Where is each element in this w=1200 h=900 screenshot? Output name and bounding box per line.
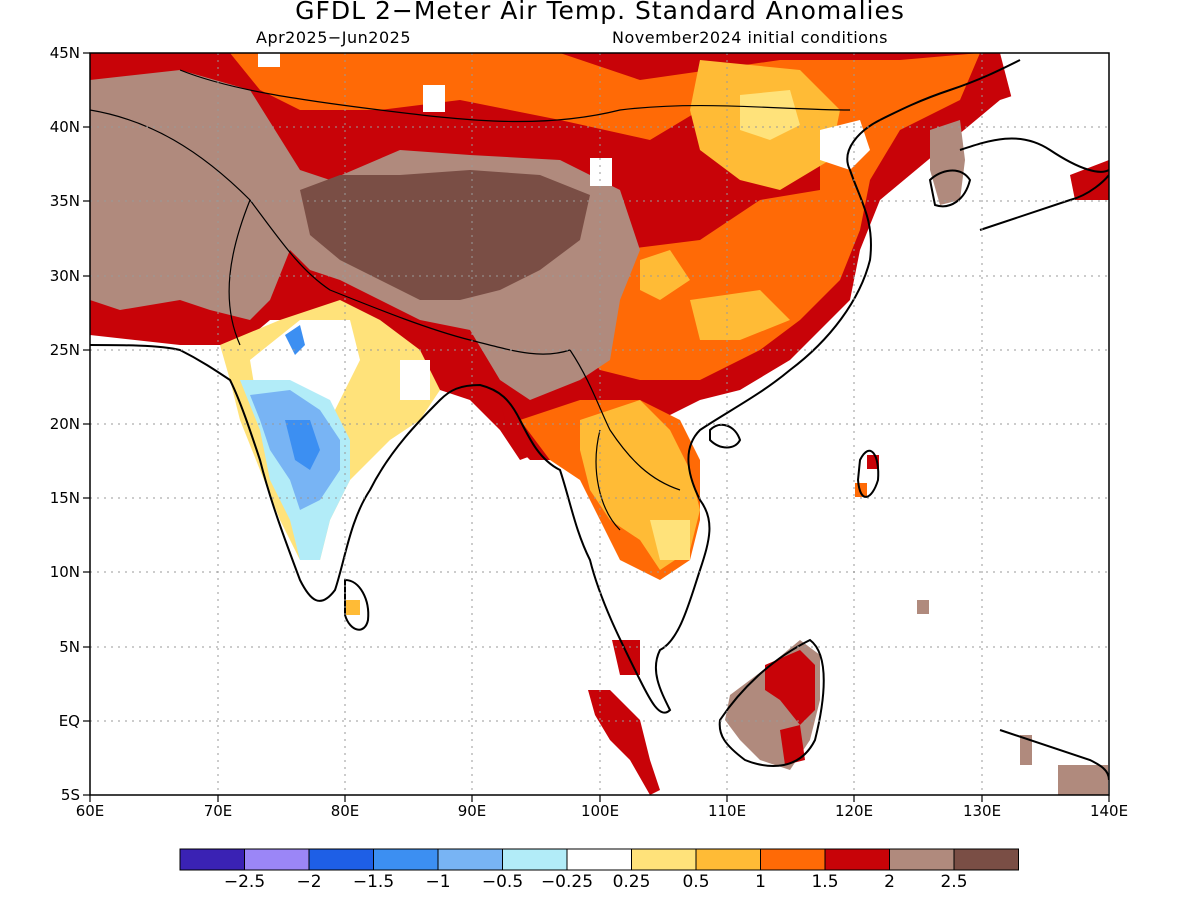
lat-label: 45N [49,44,80,62]
lon-label: 70E [203,802,233,820]
anomaly-fill-layer [90,53,1109,795]
lat-label: 25N [49,341,80,359]
lat-label: EQ [58,712,80,730]
colorbar-swatch [824,848,890,871]
colorbar-label: −1 [425,872,451,892]
colorbar-label: 0.25 [612,872,651,892]
axis-ticks [83,52,1110,802]
colorbar-label: −2 [296,872,322,892]
colorbar-label: 1.5 [811,872,839,892]
lat-label: 35N [49,192,80,210]
coastlines [90,59,1109,781]
colorbar-swatch [373,848,439,871]
lon-label: 120E [834,802,874,820]
colorbar-swatch [631,848,697,871]
colorbar-label: −1.5 [352,872,395,892]
colorbar-label: 2.5 [940,872,968,892]
colorbar-swatch [889,848,955,871]
lon-label: 90E [457,802,487,820]
colorbar-swatch [953,848,1019,871]
lat-label: 5N [59,638,80,656]
initial-conditions: November2024 initial conditions [612,28,888,47]
lon-label: 80E [330,802,360,820]
lon-label: 130E [962,802,1002,820]
colorbar-swatch [308,848,374,871]
colorbar-swatch [760,848,826,871]
colorbar-label: 1 [755,872,766,892]
colorbar-swatch [695,848,761,871]
colorbar-label: −2.5 [223,872,266,892]
graticule [90,53,1109,795]
lat-label: 40N [49,118,80,136]
colorbar-label: −0.25 [540,872,594,892]
lon-label: 60E [75,802,105,820]
lon-label: 110E [707,802,747,820]
colorbar-swatch [502,848,568,871]
colorbar [179,848,1019,871]
lat-label: 10N [49,563,80,581]
colorbar-swatch [437,848,503,871]
lon-label: 100E [580,802,620,820]
lat-label: 20N [49,415,80,433]
colorbar-swatch [566,848,632,871]
map-title: GFDL 2−Meter Air Temp. Standard Anomalie… [295,0,905,25]
lon-label: 140E [1089,802,1129,820]
country-borders [90,69,851,531]
colorbar-label: 0.5 [682,872,710,892]
colorbar-label: −0.5 [481,872,524,892]
colorbar-label: 2 [884,872,895,892]
lat-label: 15N [49,489,80,507]
forecast-period: Apr2025−Jun2025 [256,28,412,47]
lat-label: 5S [60,786,80,804]
colorbar-swatch [244,848,310,871]
colorbar-swatch [179,848,245,871]
lat-label: 30N [49,267,80,285]
